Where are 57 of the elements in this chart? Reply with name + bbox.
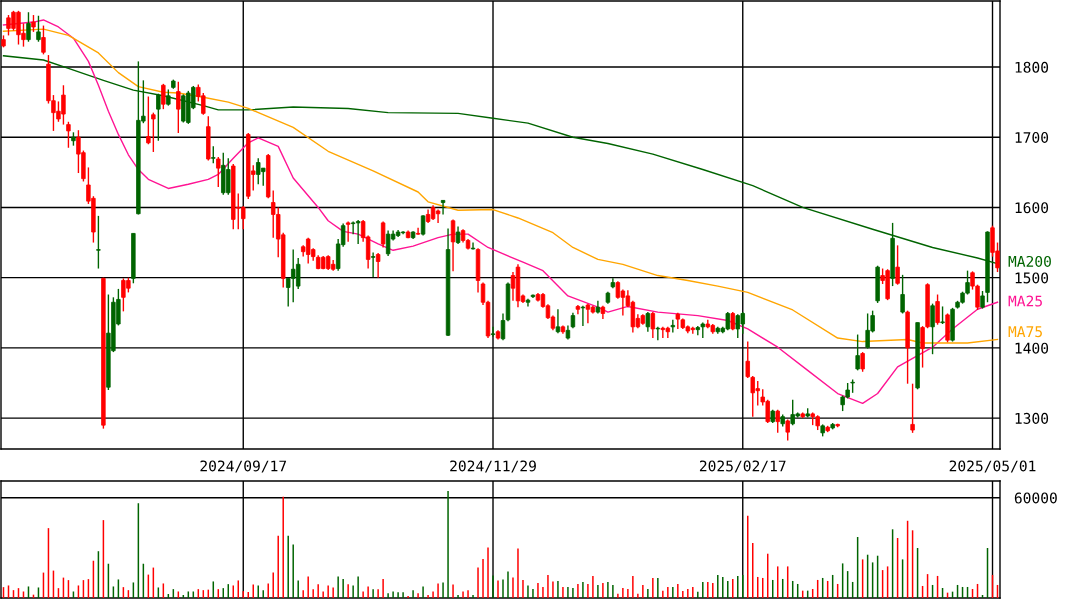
candlestick — [380, 220, 386, 249]
candlestick — [295, 257, 301, 290]
candlestick — [655, 326, 661, 341]
candlestick — [855, 333, 860, 372]
candlestick — [151, 111, 156, 153]
x-tick-label: 2025/02/17 — [699, 460, 786, 473]
x-tick-label: 2024/09/17 — [200, 460, 287, 473]
candlestick — [435, 208, 441, 224]
series-label: MA200 — [1008, 255, 1051, 267]
candlestick — [900, 274, 905, 315]
candlestick — [645, 311, 651, 333]
candlestick — [670, 319, 676, 334]
candlestick — [450, 218, 456, 273]
candlestick — [490, 326, 496, 338]
candlestick — [420, 214, 426, 237]
candlestick — [580, 305, 586, 327]
candlestick — [176, 81, 181, 134]
candlestick — [920, 325, 925, 369]
candlestick — [930, 302, 935, 355]
candlestick — [745, 340, 750, 379]
series-label: MA25 — [1008, 295, 1042, 307]
y-tick-label: 1300 — [1015, 412, 1049, 424]
candlestick — [470, 241, 476, 251]
candlestick — [895, 244, 900, 286]
candlestick — [146, 95, 151, 145]
candlestick — [650, 311, 656, 339]
candlestick — [555, 308, 561, 334]
candlestick — [66, 121, 71, 149]
candlestick — [370, 251, 376, 278]
line-series — [2, 19, 999, 405]
candlestick — [41, 24, 46, 56]
candlestick — [660, 326, 666, 339]
candlestick — [440, 199, 446, 216]
candlestick — [375, 252, 381, 279]
y-tick-label: 1800 — [1015, 61, 1049, 73]
candlestick — [675, 312, 681, 330]
x-tick-label: 2024/11/29 — [450, 460, 536, 473]
candlestick — [161, 83, 166, 110]
candlestick — [910, 383, 915, 434]
candlestick — [860, 351, 865, 373]
y-tick-label: 60000 — [1014, 492, 1057, 504]
x-tick-label: 2025/05/01 — [949, 460, 1036, 473]
series-label: MA75 — [1008, 326, 1042, 338]
candlestick — [355, 219, 361, 245]
candlestick — [415, 227, 421, 236]
y-tick-label: 1500 — [1015, 272, 1049, 284]
candlestick — [345, 220, 351, 243]
candlestick — [935, 293, 940, 326]
y-tick-label: 1600 — [1015, 202, 1049, 214]
y-tick-label: 1400 — [1015, 342, 1049, 354]
candlestick — [216, 156, 221, 188]
candlestick — [26, 11, 31, 43]
candlestick — [156, 92, 161, 142]
candlestick — [96, 215, 101, 270]
candlestick — [500, 312, 506, 341]
y-tick-label: 1700 — [1015, 131, 1049, 144]
candlestick — [36, 15, 41, 43]
